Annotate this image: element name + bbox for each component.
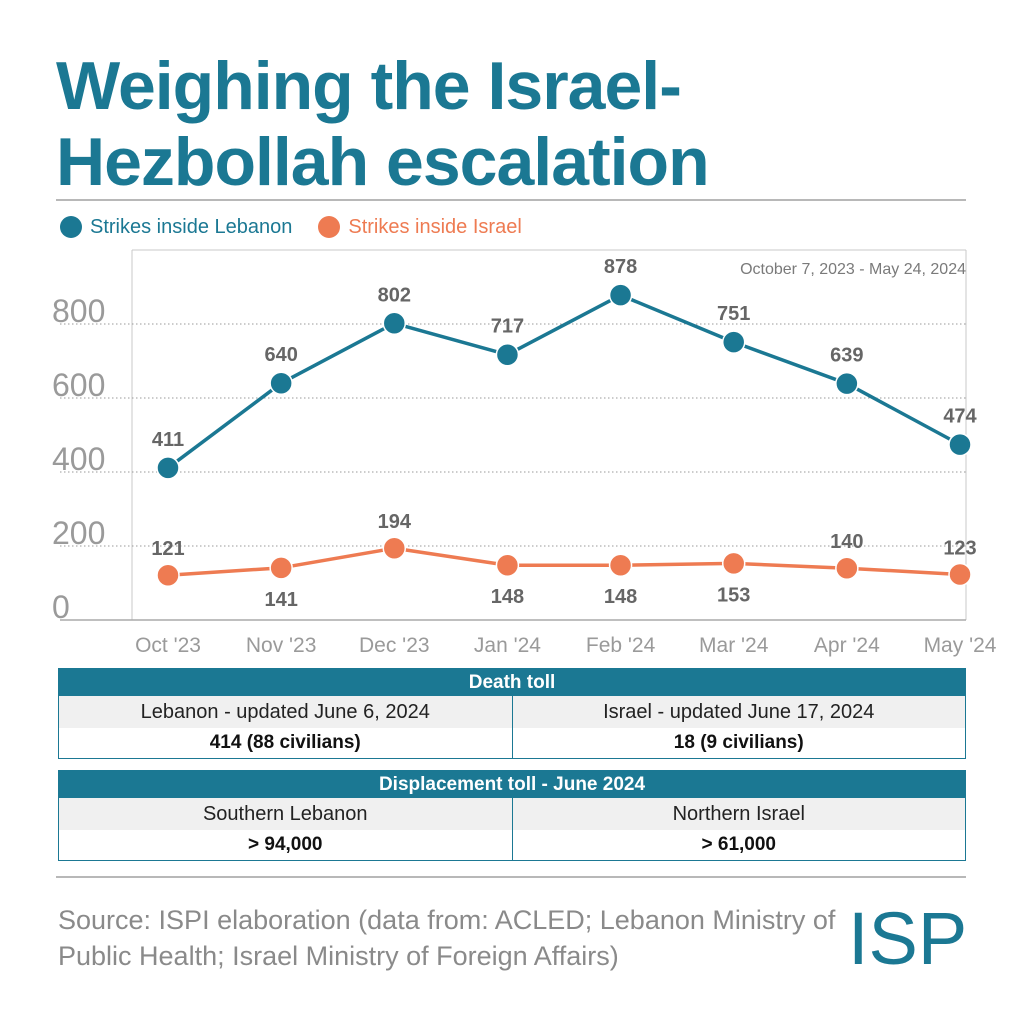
- displacement-israel-value: > 61,000: [511, 830, 966, 860]
- data-point: [382, 311, 407, 336]
- data-point: [495, 553, 520, 577]
- data-label: 640: [264, 344, 297, 366]
- death-toll-labels-row: Lebanon - updated June 6, 2024 Israel - …: [59, 696, 965, 728]
- displacement-lebanon-value: > 94,000: [248, 834, 323, 855]
- death-toll-lebanon-label: Lebanon - updated June 6, 2024: [140, 701, 430, 723]
- death-toll-israel-value: 18 (9 civilians): [511, 728, 966, 758]
- y-tick-label: 200: [52, 515, 105, 551]
- data-label: 717: [491, 316, 524, 338]
- footer-divider: [56, 876, 966, 878]
- y-tick-label: 0: [52, 589, 70, 625]
- displacement-labels-row: Southern Lebanon Northern Israel: [59, 798, 965, 830]
- x-tick-label: May '24: [924, 634, 997, 657]
- page-title: Weighing the Israel-Hezbollah escalation: [56, 48, 710, 200]
- y-tick-label: 400: [52, 441, 105, 477]
- data-point: [382, 536, 407, 560]
- legend-label-israel: Strikes inside Israel: [348, 215, 522, 238]
- data-label: 878: [604, 256, 637, 278]
- y-tick-label: 600: [52, 367, 105, 403]
- data-point: [269, 371, 293, 395]
- data-point: [948, 432, 972, 457]
- x-tick-label: Dec '23: [359, 634, 430, 657]
- legend-dot-israel: [318, 216, 341, 238]
- date-range-annotation: October 7, 2023 - May 24, 2024: [740, 261, 966, 278]
- displacement-values-row: > 94,000 > 61,000: [59, 830, 965, 860]
- series-line-israel: [167, 546, 961, 577]
- data-point: [835, 556, 859, 580]
- data-point: [495, 342, 520, 367]
- displacement-lebanon-label: Southern Lebanon: [202, 803, 368, 825]
- death-toll-table: Death toll Lebanon - updated June 6, 202…: [58, 668, 966, 759]
- data-point: [721, 551, 746, 576]
- data-label: 121: [151, 538, 184, 560]
- data-label: 474: [943, 406, 977, 428]
- data-label: 140: [830, 531, 863, 553]
- displacement-heading: Displacement toll - June 2024: [59, 771, 965, 798]
- data-label: 194: [378, 511, 412, 533]
- displacement-table: Displacement toll - June 2024 Southern L…: [58, 770, 966, 861]
- data-label: 148: [491, 586, 524, 608]
- data-label: 148: [604, 586, 637, 608]
- series-line-lebanon: [166, 293, 961, 470]
- data-point: [948, 562, 972, 587]
- death-toll-heading: Death toll: [59, 669, 965, 696]
- death-toll-values-row: 414 (88 civilians) 18 (9 civilians): [59, 728, 965, 758]
- displacement-israel-label: Northern Israel: [511, 798, 966, 830]
- data-label: 411: [152, 429, 184, 451]
- y-tick-label: 800: [52, 293, 105, 329]
- data-point: [608, 283, 633, 307]
- legend-item-lebanon: Strikes inside Lebanon: [60, 216, 292, 239]
- ispi-logo: ISPI: [848, 900, 968, 970]
- death-toll-israel-label: Israel - updated June 17, 2024: [511, 696, 966, 728]
- data-point: [156, 563, 180, 587]
- data-label: 123: [943, 537, 976, 559]
- title-divider: [56, 199, 966, 201]
- source-note: Source: ISPI elaboration (data from: ACL…: [58, 905, 836, 971]
- data-point: [835, 371, 859, 396]
- line-chart: 0 200 400 600 800 October 7, 2023 - May 24, 2…: [52, 249, 997, 657]
- x-tick-label: Apr '24: [814, 634, 880, 657]
- ispi-logo-text: ISPI: [848, 900, 968, 970]
- x-tick-label: Feb '24: [586, 634, 656, 657]
- data-label: 141: [264, 589, 297, 611]
- data-point: [721, 330, 746, 354]
- x-tick-label: Nov '23: [246, 634, 317, 657]
- data-label: 153: [717, 584, 750, 606]
- chart-legend: Strikes inside Lebanon Strikes inside Is…: [60, 212, 548, 242]
- data-point: [269, 556, 293, 580]
- legend-label-lebanon: Strikes inside Lebanon: [90, 215, 293, 238]
- data-label: 639: [830, 345, 863, 367]
- data-label: 802: [378, 284, 411, 306]
- data-point: [608, 553, 633, 577]
- legend-dot-lebanon: [60, 216, 82, 238]
- data-point: [156, 456, 180, 480]
- x-tick-label: Oct '23: [135, 634, 201, 657]
- data-label: 751: [717, 303, 750, 325]
- x-tick-label: Mar '24: [699, 634, 769, 657]
- legend-item-israel: Strikes inside Israel: [318, 215, 522, 239]
- x-tick-label: Jan '24: [474, 634, 541, 657]
- death-toll-lebanon-value: 414 (88 civilians): [209, 732, 361, 753]
